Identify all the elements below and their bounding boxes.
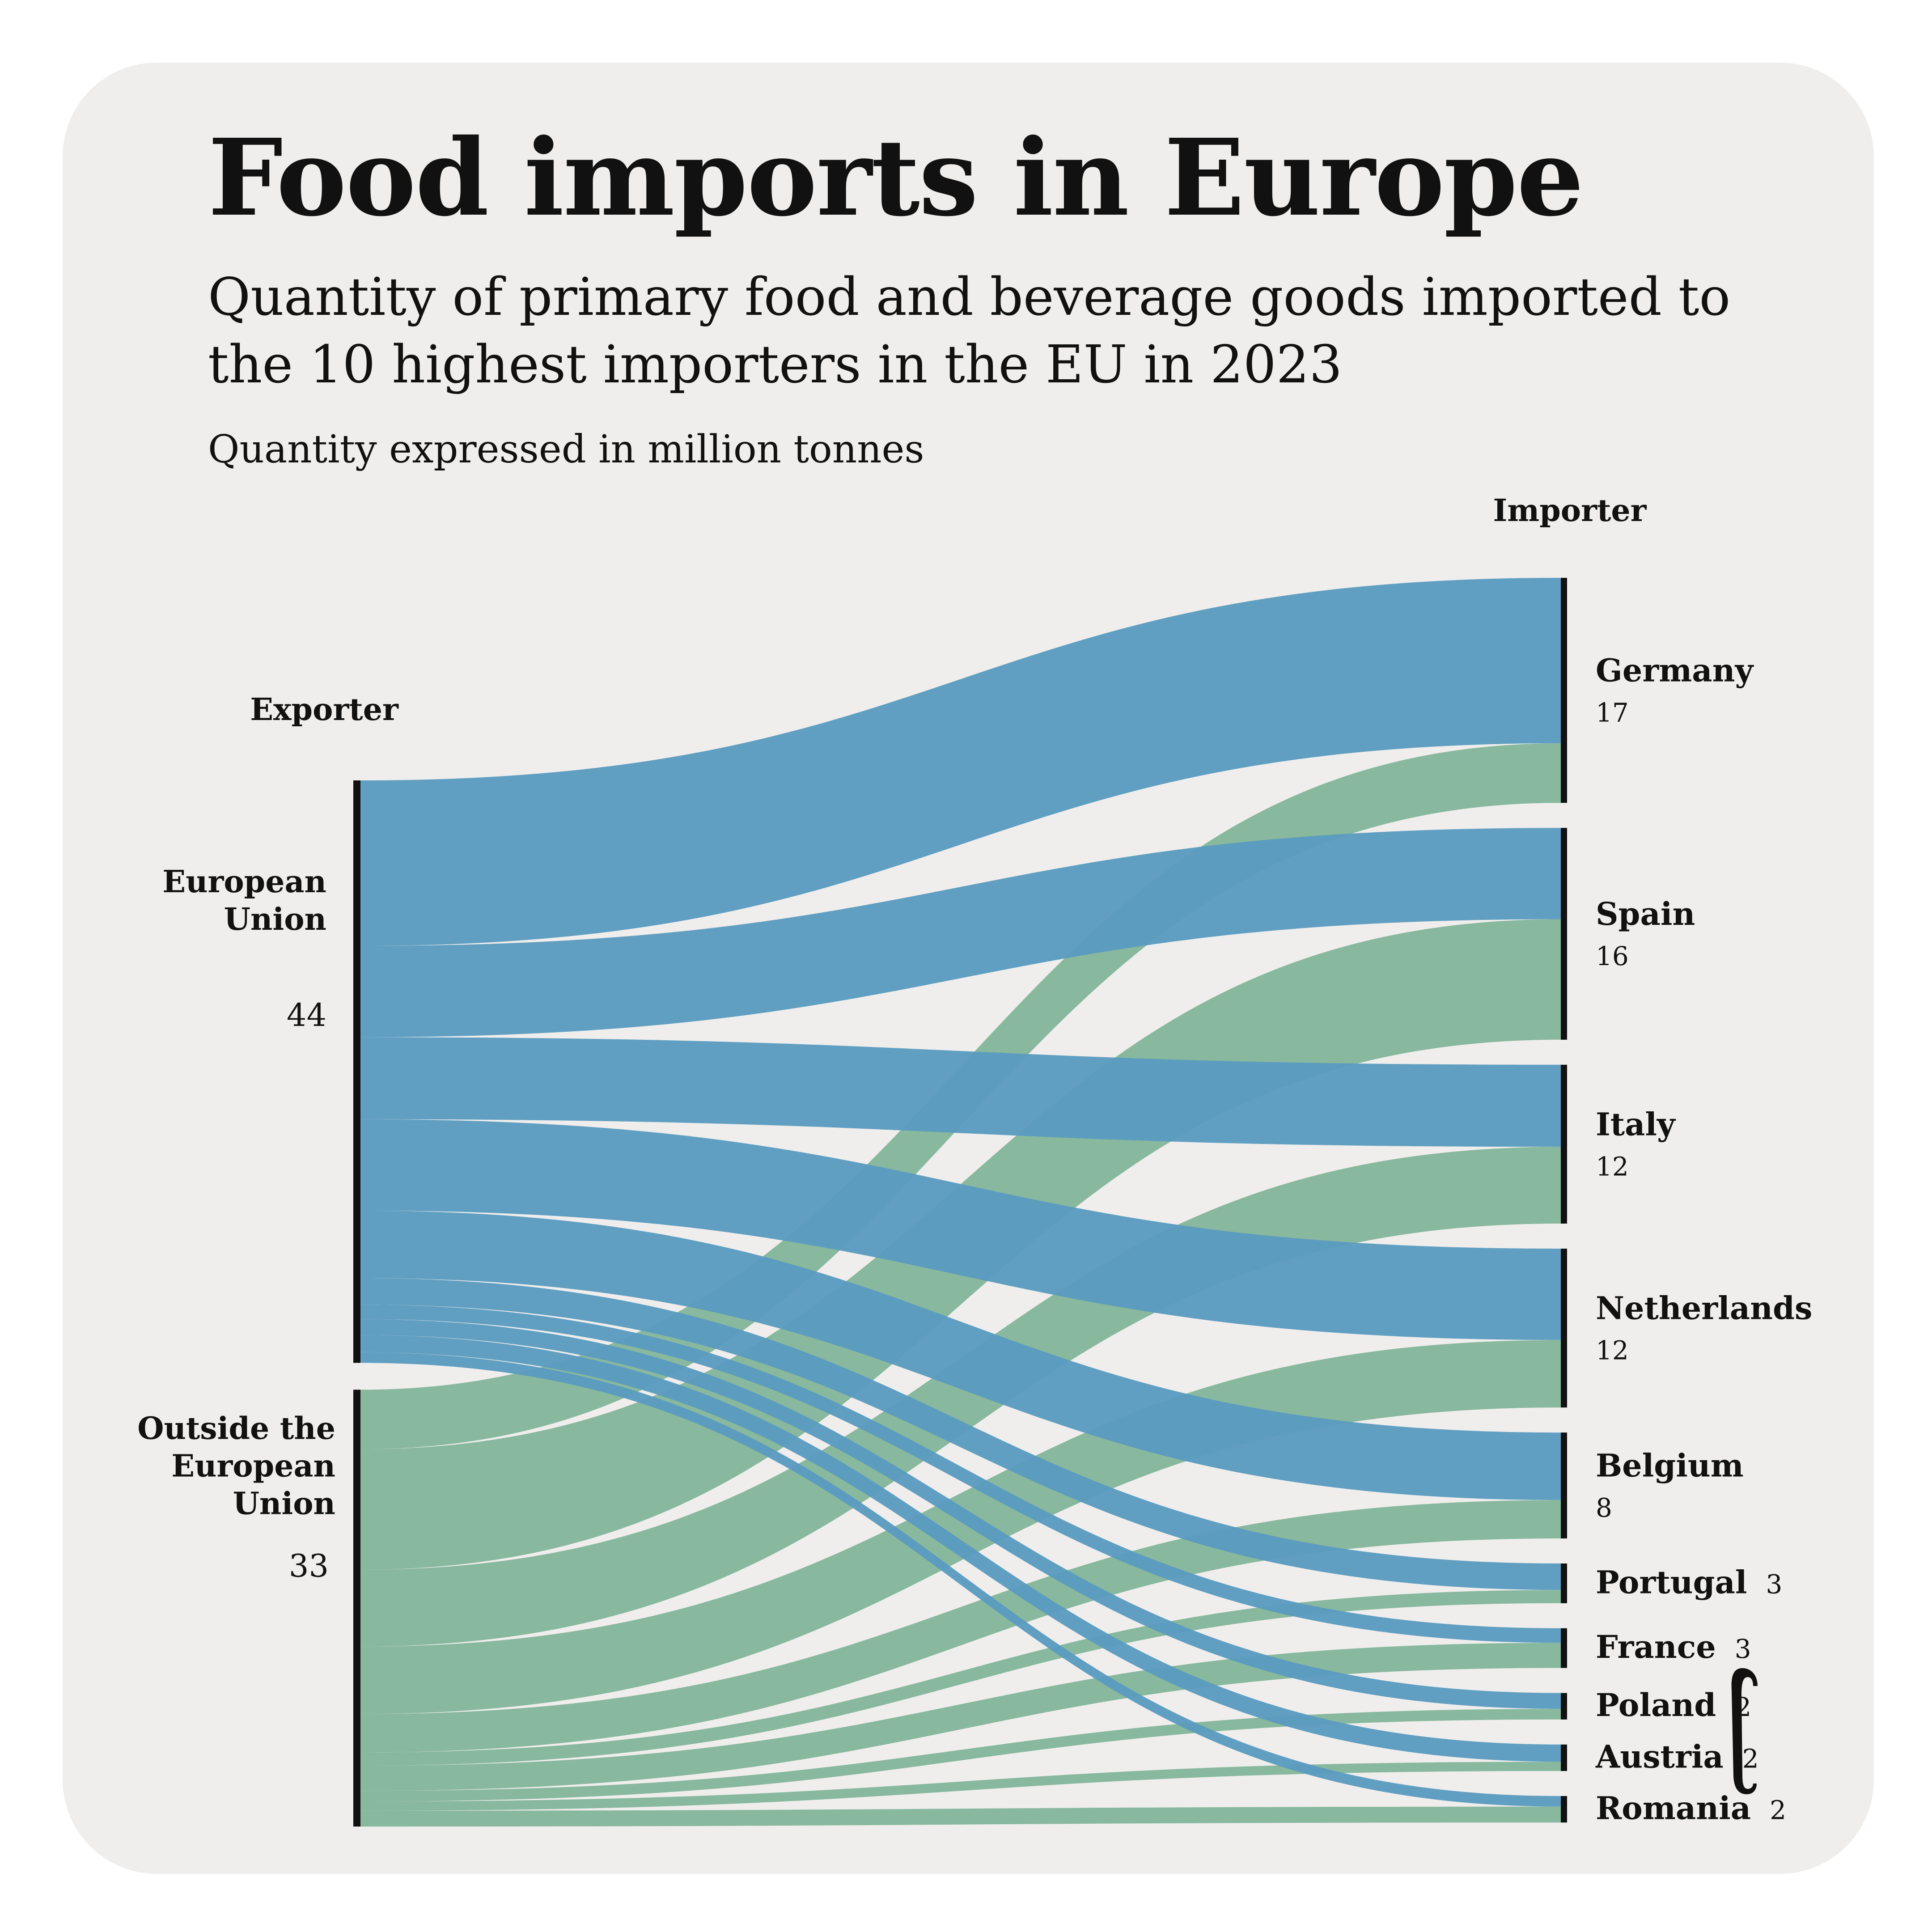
target-node-austria [1561,1744,1567,1771]
target-label-france: France [1596,1628,1716,1665]
target-node-spain [1561,828,1567,1040]
chart-title: Food imports in Europe [208,115,1584,240]
flow-european-union-to-belgium [360,1211,1561,1500]
target-label-portugal: Portugal [1596,1563,1747,1601]
chart-subtitle: Quantity of primary food and beverage go… [208,267,1731,395]
publisher-logo-icon [1731,1668,1758,1794]
unit-note: Quantity expressed in million tonnes [208,427,924,472]
flow-european-union-to-romania [360,1352,1561,1807]
source-value-outside-the-european-union: 33 [289,1547,329,1584]
flow-outside-the-european-union-to-romania [360,1806,1561,1827]
flow-european-union-to-portugal [360,1278,1561,1590]
flow-european-union-to-spain [360,828,1561,1038]
flow-outside-the-european-union-to-italy [360,1147,1561,1647]
target-label-romania: Romania [1596,1790,1751,1827]
target-label-germany: Germany [1596,652,1754,689]
flow-outside-the-european-union-to-portugal [360,1590,1561,1766]
flow-outside-the-european-union-to-france [360,1643,1561,1791]
target-node-netherlands [1561,1249,1567,1408]
source-node-european-union [353,780,360,1363]
target-label-belgium: Belgium [1596,1447,1744,1484]
target-node-romania [1561,1796,1567,1823]
target-value-romania: 2 [1770,1795,1786,1826]
flow-outside-the-european-union-to-austria [360,1762,1561,1811]
importer-header: Importer [1493,493,1647,529]
target-value-netherlands: 12 [1596,1335,1629,1366]
target-value-portugal: 3 [1766,1569,1782,1599]
target-value-italy: 12 [1596,1151,1629,1182]
flow-outside-the-european-union-to-belgium [360,1500,1561,1753]
target-node-germany [1561,578,1567,803]
target-node-portugal [1561,1563,1567,1603]
source-value-european-union: 44 [287,997,326,1034]
target-node-poland [1561,1693,1567,1720]
flow-european-union-to-netherlands [360,1119,1561,1340]
target-label-netherlands: Netherlands [1596,1290,1812,1327]
target-value-austria: 2 [1742,1743,1759,1774]
target-value-spain: 16 [1596,941,1629,971]
target-value-belgium: 8 [1596,1493,1612,1523]
flow-european-union-to-france [360,1305,1561,1643]
flow-european-union-to-italy [360,1037,1561,1147]
target-node-belgium [1561,1432,1567,1538]
target-label-spain: Spain [1596,895,1695,932]
flow-outside-the-european-union-to-poland [360,1709,1561,1801]
target-label-poland: Poland [1596,1686,1716,1724]
target-label-austria: Austria [1595,1738,1724,1775]
flow-european-union-to-austria [360,1335,1561,1762]
target-node-italy [1561,1064,1567,1224]
target-node-france [1561,1628,1567,1668]
target-value-germany: 17 [1596,698,1629,728]
source-label-outside-the-european-union: Outside the European Union [137,1411,335,1521]
exporter-header: Exporter [250,692,399,728]
flow-european-union-to-germany [360,578,1561,946]
flow-european-union-to-poland [360,1319,1561,1709]
source-label-european-union: European Union [162,864,326,937]
target-label-italy: Italy [1596,1106,1676,1143]
source-node-outside-the-european-union [353,1390,360,1827]
target-value-france: 3 [1735,1634,1751,1664]
